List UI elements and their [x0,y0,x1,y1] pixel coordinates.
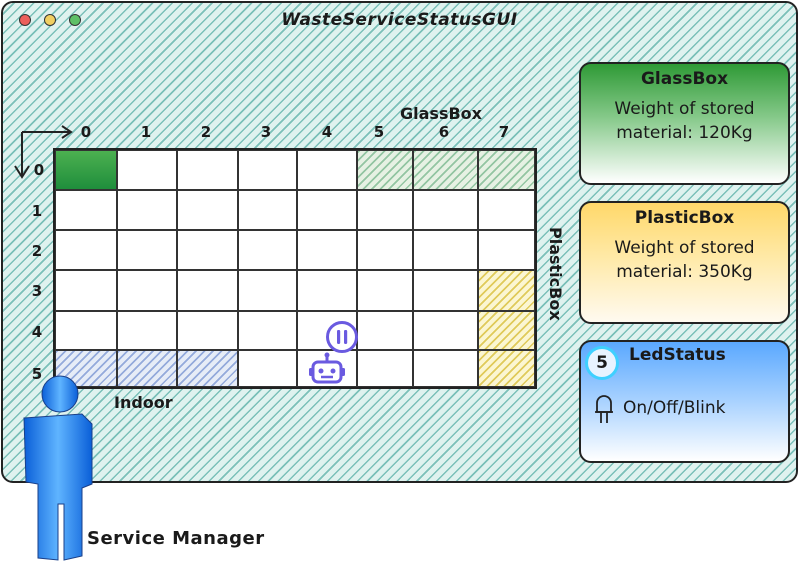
grid-cell-2-1 [117,230,177,270]
grid-cell-4-7 [478,311,535,350]
robot-icon [309,352,345,384]
row-label-4: 4 [31,323,43,341]
column-label-3: 3 [260,123,272,141]
ledstatus-panel: 5 LedStatus On/Off/Blink [579,340,790,463]
grid-cell-5-6 [413,350,478,387]
grid-cell-0-1 [117,150,177,190]
row-label-5: 5 [31,365,43,383]
grid-cell-5-5 [357,350,413,387]
row-label-2: 2 [31,242,43,260]
glassbox-area-label: GlassBox [400,104,482,123]
column-label-7: 7 [498,123,510,141]
grid-cell-4-0 [55,311,117,350]
grid-cell-3-7 [478,270,535,311]
grid-cell-2-0 [55,230,117,270]
grid-cell-3-6 [413,270,478,311]
column-label-2: 2 [200,123,212,141]
grid-cell-1-7 [478,190,535,230]
row-label-0: 0 [33,161,45,179]
room-grid [53,148,537,389]
grid-cell-4-1 [117,311,177,350]
grid-cell-3-5 [357,270,413,311]
window-title: WasteServiceStatusGUI [281,10,518,30]
minimize-window-button[interactable] [44,14,56,26]
person-icon [23,375,93,561]
glassbox-weight-line2: material: 120Kg [616,123,753,143]
glassbox-panel: GlassBox Weight of stored material: 120K… [579,62,790,185]
grid-cell-2-2 [177,230,238,270]
grid-cell-3-2 [177,270,238,311]
grid-cell-0-0 [55,150,117,190]
row-label-3: 3 [31,282,43,300]
plasticbox-panel: PlasticBox Weight of stored material: 35… [579,201,790,324]
grid-cell-1-2 [177,190,238,230]
indoor-area-label: Indoor [114,393,173,412]
grid-cell-1-6 [413,190,478,230]
grid-cell-2-3 [238,230,297,270]
column-label-6: 6 [438,123,450,141]
ledstatus-panel-title: LedStatus [629,345,726,365]
grid-cell-2-6 [413,230,478,270]
grid-cell-3-0 [55,270,117,311]
grid-cell-4-3 [238,311,297,350]
grid-cell-2-7 [478,230,535,270]
grid-cell-0-3 [238,150,297,190]
grid-cell-1-4 [297,190,357,230]
column-label-4: 4 [321,123,333,141]
grid-cell-4-5 [357,311,413,350]
grid-cell-5-2 [177,350,238,387]
led-count-badge: 5 [585,346,619,380]
column-label-5: 5 [373,123,385,141]
grid-cell-3-3 [238,270,297,311]
grid-cell-2-5 [357,230,413,270]
grid-cell-1-3 [238,190,297,230]
plasticbox-panel-title: PlasticBox [634,208,735,228]
plasticbox-weight-line2: material: 350Kg [616,262,753,282]
grid-cell-5-3 [238,350,297,387]
glassbox-panel-title: GlassBox [640,69,729,89]
plasticbox-area-label: PlasticBox [546,227,565,321]
row-label-1: 1 [31,202,43,220]
grid-cell-0-5 [357,150,413,190]
led-status-text: On/Off/Blink [623,398,726,418]
grid-cell-0-7 [478,150,535,190]
led-bulb-icon [595,395,613,423]
grid-cell-1-1 [117,190,177,230]
plasticbox-weight-line1: Weight of stored [614,238,755,258]
grid-cell-5-1 [117,350,177,387]
pause-icon[interactable] [325,320,359,354]
grid-cell-4-6 [413,311,478,350]
axis-arrows-icon [14,125,73,179]
grid-cell-1-0 [55,190,117,230]
grid-cell-5-7 [478,350,535,387]
grid-cell-3-1 [117,270,177,311]
grid-cell-4-2 [177,311,238,350]
glassbox-weight-line1: Weight of stored [614,99,755,119]
grid-cell-5-4 [297,350,357,387]
grid-cell-0-6 [413,150,478,190]
column-label-0: 0 [80,123,92,141]
maximize-window-button[interactable] [69,14,81,26]
service-manager-label: Service Manager [87,528,265,549]
column-label-1: 1 [140,123,152,141]
grid-cell-1-5 [357,190,413,230]
close-window-button[interactable] [19,14,31,26]
grid-cell-0-2 [177,150,238,190]
grid-cell-0-4 [297,150,357,190]
grid-cell-2-4 [297,230,357,270]
grid-cell-3-4 [297,270,357,311]
